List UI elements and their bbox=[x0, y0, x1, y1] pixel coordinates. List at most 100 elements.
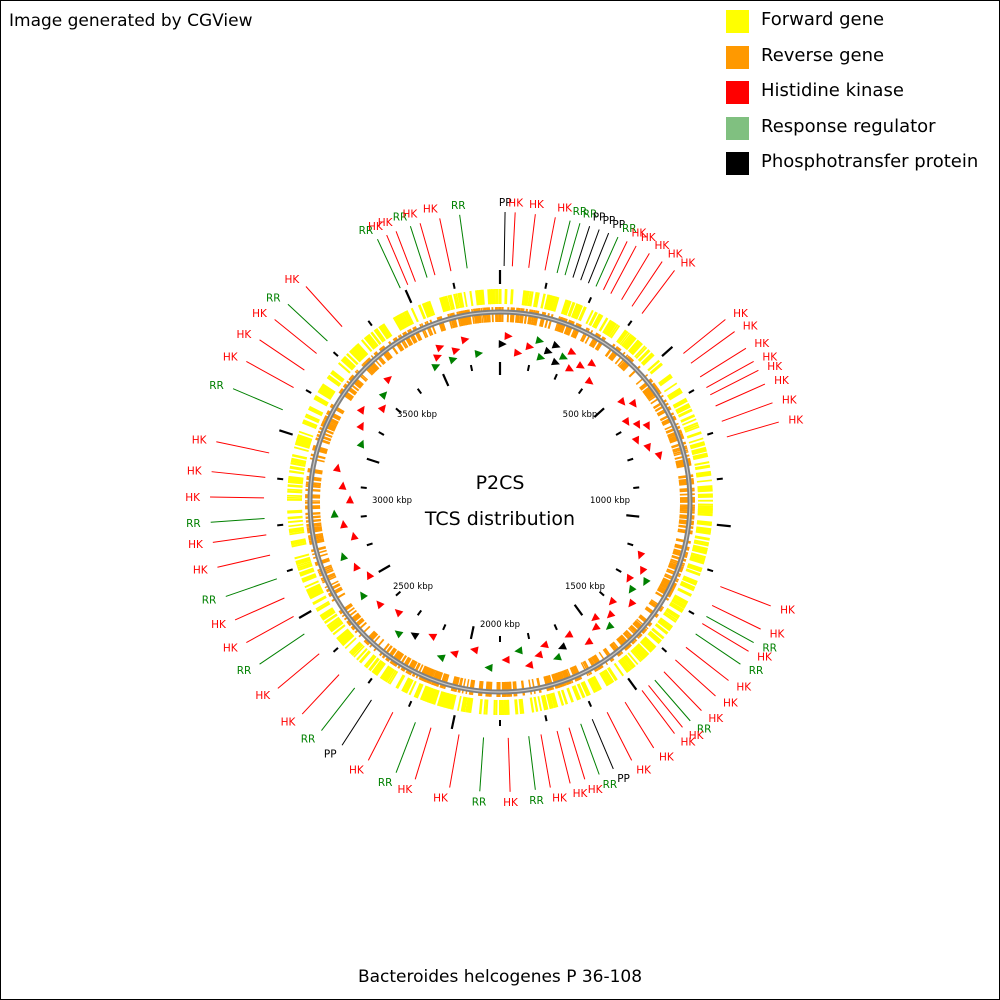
forward-gene bbox=[574, 304, 583, 320]
forward-gene bbox=[692, 544, 708, 551]
reverse-gene bbox=[562, 669, 571, 685]
reverse-gene bbox=[675, 457, 691, 464]
tcs-marker bbox=[332, 463, 341, 473]
forward-gene bbox=[573, 304, 581, 319]
reverse-gene bbox=[669, 436, 685, 444]
reverse-gene bbox=[461, 310, 467, 326]
forward-gene bbox=[295, 556, 311, 564]
inner-tick bbox=[577, 388, 584, 395]
forward-gene bbox=[685, 568, 701, 577]
tick-mark bbox=[277, 477, 284, 481]
inner-tick bbox=[633, 486, 640, 489]
tick-mark bbox=[279, 429, 294, 436]
tcs-label: HK bbox=[780, 605, 796, 617]
tcs-label: HK bbox=[636, 764, 652, 776]
tcs-label: HK bbox=[757, 652, 773, 664]
callout-line bbox=[556, 730, 571, 784]
forward-gene bbox=[639, 640, 653, 653]
callout-line bbox=[511, 212, 516, 267]
forward-gene bbox=[397, 313, 408, 329]
forward-gene bbox=[402, 678, 413, 693]
reverse-gene bbox=[320, 423, 336, 432]
forward-gene bbox=[425, 687, 434, 703]
tcs-label: HK bbox=[211, 619, 227, 631]
forward-gene bbox=[394, 315, 404, 331]
reverse-gene bbox=[645, 386, 659, 398]
forward-gene bbox=[388, 670, 399, 685]
reverse-gene bbox=[544, 675, 551, 691]
reverse-gene bbox=[574, 665, 583, 680]
forward-gene bbox=[381, 666, 393, 681]
forward-gene bbox=[308, 588, 324, 598]
forward-gene bbox=[318, 388, 333, 399]
tcs-label: HK bbox=[689, 730, 705, 742]
forward-gene bbox=[697, 487, 713, 491]
forward-gene bbox=[287, 515, 303, 520]
callout-line bbox=[675, 659, 716, 697]
forward-gene bbox=[688, 437, 704, 444]
tcs-marker bbox=[436, 654, 446, 663]
forward-gene bbox=[360, 339, 373, 353]
forward-gene bbox=[666, 387, 681, 398]
forward-gene bbox=[427, 300, 436, 316]
tcs-label: HK bbox=[588, 784, 604, 796]
forward-gene bbox=[697, 489, 713, 493]
inner-tick bbox=[615, 568, 622, 573]
forward-gene bbox=[550, 692, 557, 709]
forward-gene bbox=[631, 648, 644, 662]
forward-gene bbox=[287, 488, 303, 492]
forward-gene bbox=[305, 413, 320, 422]
tcs-label: PP bbox=[617, 773, 630, 785]
tcs-marker bbox=[551, 340, 561, 349]
inner-tick bbox=[469, 364, 474, 372]
forward-gene bbox=[291, 542, 307, 548]
reverse-gene bbox=[630, 624, 643, 637]
forward-gene bbox=[450, 694, 457, 710]
forward-gene bbox=[326, 616, 340, 628]
reverse-gene bbox=[672, 551, 688, 559]
forward-gene bbox=[294, 441, 311, 449]
reverse-gene bbox=[305, 485, 321, 489]
forward-gene bbox=[643, 636, 657, 649]
forward-gene bbox=[696, 522, 712, 527]
tcs-label: HK bbox=[237, 329, 253, 341]
tcs-label: HK bbox=[252, 308, 268, 320]
callout-line bbox=[419, 223, 436, 276]
forward-gene bbox=[365, 655, 377, 669]
tcs-marker bbox=[637, 550, 646, 560]
scale-label: 3500 kbp bbox=[397, 410, 437, 420]
forward-gene bbox=[649, 362, 663, 375]
forward-gene bbox=[697, 512, 713, 517]
forward-gene bbox=[690, 443, 706, 450]
callout-line bbox=[654, 679, 691, 722]
forward-gene bbox=[299, 567, 315, 576]
tcs-marker bbox=[470, 646, 479, 655]
tcs-label: PP bbox=[612, 219, 625, 231]
forward-gene bbox=[673, 594, 689, 605]
reverse-gene bbox=[366, 358, 379, 372]
callout-line bbox=[699, 347, 747, 378]
callout-line bbox=[544, 217, 556, 271]
inner-tick bbox=[526, 364, 531, 372]
callout-line bbox=[690, 331, 735, 364]
forward-gene bbox=[423, 302, 432, 318]
reverse-gene bbox=[463, 310, 469, 326]
reverse-gene bbox=[397, 335, 407, 349]
reverse-gene bbox=[674, 545, 690, 551]
reverse-gene bbox=[436, 317, 443, 332]
forward-gene bbox=[332, 624, 346, 636]
forward-gene bbox=[592, 675, 602, 691]
tcs-marker bbox=[564, 630, 574, 638]
forward-gene bbox=[560, 689, 569, 705]
callout-line bbox=[685, 646, 729, 681]
forward-gene bbox=[625, 337, 637, 351]
reverse-gene bbox=[664, 573, 680, 581]
reverse-gene bbox=[554, 672, 562, 688]
tcs-marker bbox=[504, 332, 513, 341]
callout-line bbox=[274, 319, 317, 354]
forward-gene bbox=[465, 697, 470, 713]
forward-gene bbox=[696, 526, 712, 531]
scale-label: 3000 kbp bbox=[372, 496, 412, 506]
callout-line bbox=[216, 441, 270, 454]
tcs-label: HK bbox=[193, 564, 209, 576]
